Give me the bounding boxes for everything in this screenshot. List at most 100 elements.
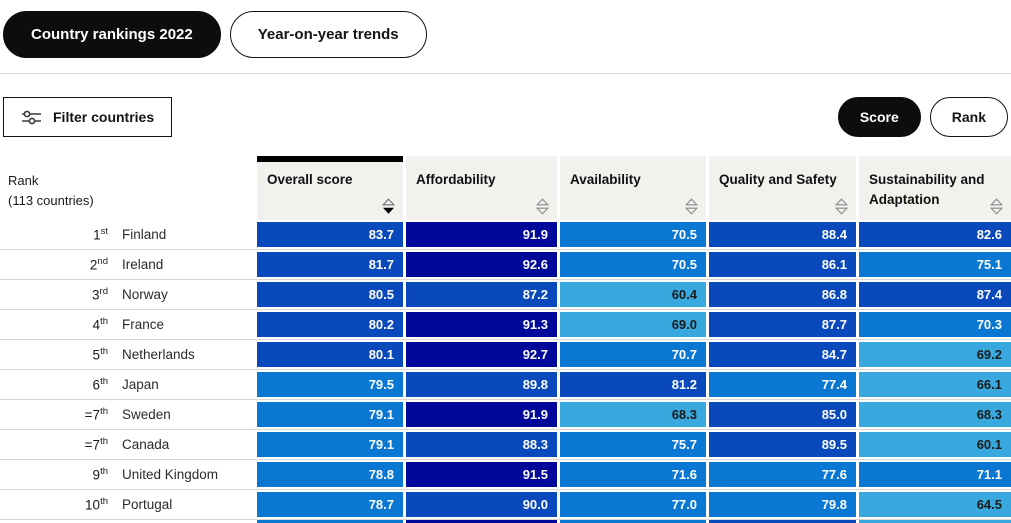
score-cell: 86.8 — [709, 282, 856, 307]
table-row: 4th France 80.2 91.3 69.0 87.7 70.3 — [0, 310, 1011, 340]
table-header: Rank (113 countries) Overall score Afford… — [0, 156, 1011, 220]
score-cell: 91.3 — [406, 312, 557, 337]
score-cell: 84.7 — [709, 342, 856, 367]
table-body: 1st Finland 83.7 91.9 70.5 88.4 82.6 2nd Ireland… — [0, 220, 1011, 520]
sort-arrows-icon[interactable] — [989, 198, 1004, 215]
country-name: Portugal — [122, 497, 173, 512]
rank-ordinal: 2nd — [89, 256, 108, 273]
score-cell: 81.7 — [257, 252, 403, 277]
score-cell: 92.7 — [406, 342, 557, 367]
filter-sliders-icon — [21, 108, 42, 127]
column-header-label: Overall score — [267, 172, 353, 187]
table-row: 2nd Ireland 81.7 92.6 70.5 86.1 75.1 — [0, 250, 1011, 280]
score-cell: 75.7 — [560, 432, 706, 457]
score-cell: 71.1 — [859, 462, 1011, 487]
rank-ordinal: 3rd — [92, 286, 108, 303]
score-cell: 79.1 — [257, 432, 403, 457]
next-row-peek — [0, 520, 1011, 523]
header-divider — [0, 73, 1011, 74]
score-cell: 90.0 — [406, 492, 557, 517]
score-cell: 91.9 — [406, 402, 557, 427]
country-name: Norway — [122, 287, 168, 302]
score-cell: 83.7 — [257, 222, 403, 247]
score-cell: 60.4 — [560, 282, 706, 307]
score-cell: 81.2 — [560, 372, 706, 397]
rank-ordinal: 5th — [92, 346, 108, 363]
rank-country-cell: 5th Netherlands — [0, 340, 254, 369]
sort-arrows-icon[interactable] — [535, 198, 550, 215]
score-cell: 69.2 — [859, 342, 1011, 367]
score-cell: 60.1 — [859, 432, 1011, 457]
column-header-affordability[interactable]: Affordability — [406, 156, 557, 220]
score-cell: 80.2 — [257, 312, 403, 337]
table-row: =7th Canada 79.1 88.3 75.7 89.5 60.1 — [0, 430, 1011, 460]
country-name: Ireland — [122, 257, 164, 272]
clipped-next-row-cell — [257, 520, 403, 523]
sort-arrows-icon[interactable] — [381, 198, 396, 215]
score-cell: 70.5 — [560, 222, 706, 247]
score-cell: 89.8 — [406, 372, 557, 397]
column-header-quality-and-safety[interactable]: Quality and Safety — [709, 156, 856, 220]
score-cell: 87.4 — [859, 282, 1011, 307]
sort-arrows-icon[interactable] — [834, 198, 849, 215]
score-cell: 87.7 — [709, 312, 856, 337]
rank-ordinal: 6th — [92, 376, 108, 393]
column-header-label: Availability — [570, 172, 641, 187]
rank-country-cell: 2nd Ireland — [0, 250, 254, 279]
table-row: 6th Japan 79.5 89.8 81.2 77.4 66.1 — [0, 370, 1011, 400]
score-cell: 92.6 — [406, 252, 557, 277]
sort-arrows-icon[interactable] — [684, 198, 699, 215]
rank-ordinal: =7th — [84, 406, 108, 423]
score-cell: 80.5 — [257, 282, 403, 307]
rank-country-cell: 6th Japan — [0, 370, 254, 399]
filter-countries-button[interactable]: Filter countries — [3, 97, 173, 137]
tab-year-on-year-trends[interactable]: Year-on-year trends — [229, 11, 427, 58]
score-cell: 86.1 — [709, 252, 856, 277]
view-tabs: Country rankings 2022 Year-on-year trend… — [0, 0, 1011, 58]
rank-ordinal: 1st — [93, 226, 108, 243]
score-cell: 68.3 — [560, 402, 706, 427]
score-cell: 69.0 — [560, 312, 706, 337]
country-name: Netherlands — [122, 347, 195, 362]
column-header-sustainability-and-adaptation[interactable]: Sustainability and Adaptation — [859, 156, 1011, 220]
filter-countries-label: Filter countries — [53, 109, 155, 125]
score-cell: 75.1 — [859, 252, 1011, 277]
rank-toggle-button[interactable]: Rank — [929, 97, 1008, 137]
table-row: 5th Netherlands 80.1 92.7 70.7 84.7 69.2 — [0, 340, 1011, 370]
column-header-availability[interactable]: Availability — [560, 156, 706, 220]
country-name: Japan — [122, 377, 159, 392]
rank-ordinal: 10th — [85, 496, 108, 513]
score-cell: 82.6 — [859, 222, 1011, 247]
score-cell: 79.8 — [709, 492, 856, 517]
score-cell: 68.3 — [859, 402, 1011, 427]
rank-country-cell: =7th Sweden — [0, 400, 254, 429]
country-name: Canada — [122, 437, 170, 452]
score-cell: 89.5 — [709, 432, 856, 457]
score-toggle-button[interactable]: Score — [837, 97, 921, 137]
tab-country-rankings-2022[interactable]: Country rankings 2022 — [3, 11, 221, 58]
clipped-next-row-cell — [560, 520, 706, 523]
table-row: 3rd Norway 80.5 87.2 60.4 86.8 87.4 — [0, 280, 1011, 310]
score-cell: 77.4 — [709, 372, 856, 397]
rank-header-line1: Rank — [8, 172, 39, 188]
country-name: United Kingdom — [122, 467, 219, 482]
rank-country-cell: =7th Canada — [0, 430, 254, 459]
score-rank-toggle: Score Rank — [837, 97, 1008, 137]
country-name: France — [122, 317, 165, 332]
rank-ordinal: 9th — [92, 466, 108, 483]
score-cell: 77.6 — [709, 462, 856, 487]
country-name: Finland — [122, 227, 167, 242]
score-cell: 80.1 — [257, 342, 403, 367]
column-header-overall-score[interactable]: Overall score — [257, 156, 403, 220]
score-cell: 78.7 — [257, 492, 403, 517]
column-header-label: Sustainability and Adaptation — [869, 172, 985, 207]
score-cell: 70.3 — [859, 312, 1011, 337]
score-cell: 66.1 — [859, 372, 1011, 397]
score-cell: 91.9 — [406, 222, 557, 247]
score-cell: 78.8 — [257, 462, 403, 487]
score-cell: 88.3 — [406, 432, 557, 457]
column-header-label: Quality and Safety — [719, 172, 837, 187]
table-row: =7th Sweden 79.1 91.9 68.3 85.0 68.3 — [0, 400, 1011, 430]
rank-ordinal: 4th — [92, 316, 108, 333]
